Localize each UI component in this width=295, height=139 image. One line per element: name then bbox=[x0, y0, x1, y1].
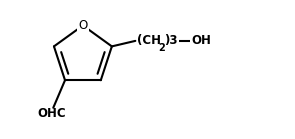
Text: OH: OH bbox=[191, 34, 211, 47]
Text: OHC: OHC bbox=[37, 107, 66, 120]
Text: 2: 2 bbox=[158, 44, 165, 54]
Text: O: O bbox=[78, 19, 88, 32]
Text: )3: )3 bbox=[164, 34, 177, 47]
Text: (CH: (CH bbox=[137, 34, 161, 47]
